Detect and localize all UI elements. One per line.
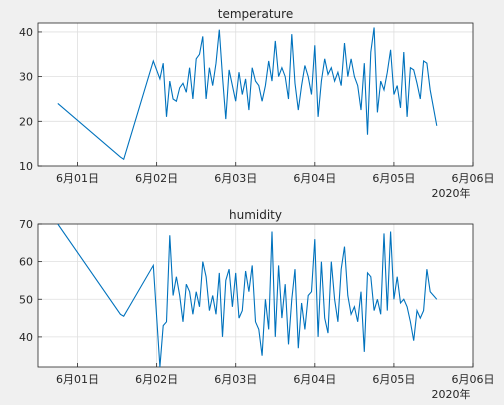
chart-panel-temperature: 6月01日 6月02日 6月03日 6月04日 6月05日 6月06日 10 20 30 40 te…	[19, 7, 495, 200]
x-tick-label: 6月03日	[214, 172, 257, 185]
y-tick-label: 50	[19, 293, 33, 306]
x-tick-label: 6月03日	[214, 373, 257, 386]
x-tick-label: 6月05日	[372, 172, 415, 185]
x-tick-label: 6月01日	[56, 373, 99, 386]
plot-area	[38, 224, 473, 367]
x-tick-label: 6月06日	[452, 373, 495, 386]
x-tick-label: 6月04日	[293, 373, 336, 386]
x-tick-label: 6月05日	[372, 373, 415, 386]
axes-box	[37, 22, 474, 167]
y-tick-label: 70	[19, 218, 33, 231]
series-line-0	[57, 27, 438, 161]
chart-title: humidity	[229, 208, 282, 222]
x-year-label: 2020年	[432, 186, 471, 200]
x-tick-label: 6月04日	[293, 172, 336, 185]
x-tick-label: 6月01日	[56, 172, 99, 185]
y-tick-label: 30	[19, 71, 33, 84]
axes-box	[37, 223, 474, 368]
chart-panel-humidity: 6月01日 6月02日 6月03日 6月04日 6月05日 6月06日 40 50 60 70 hu…	[19, 208, 495, 401]
y-tick-label: 20	[19, 115, 33, 128]
x-tick-label: 6月02日	[135, 172, 178, 185]
chart-title: temperature	[218, 7, 293, 21]
y-tick-label: 40	[19, 26, 33, 39]
x-year-label: 2020年	[432, 387, 471, 401]
x-tick-label: 6月02日	[135, 373, 178, 386]
y-tick-label: 60	[19, 256, 33, 269]
plot-area	[38, 23, 473, 166]
y-tick-label: 40	[19, 331, 33, 344]
series-line-0	[57, 224, 438, 367]
x-tick-label: 6月06日	[452, 172, 495, 185]
y-tick-label: 10	[19, 160, 33, 173]
